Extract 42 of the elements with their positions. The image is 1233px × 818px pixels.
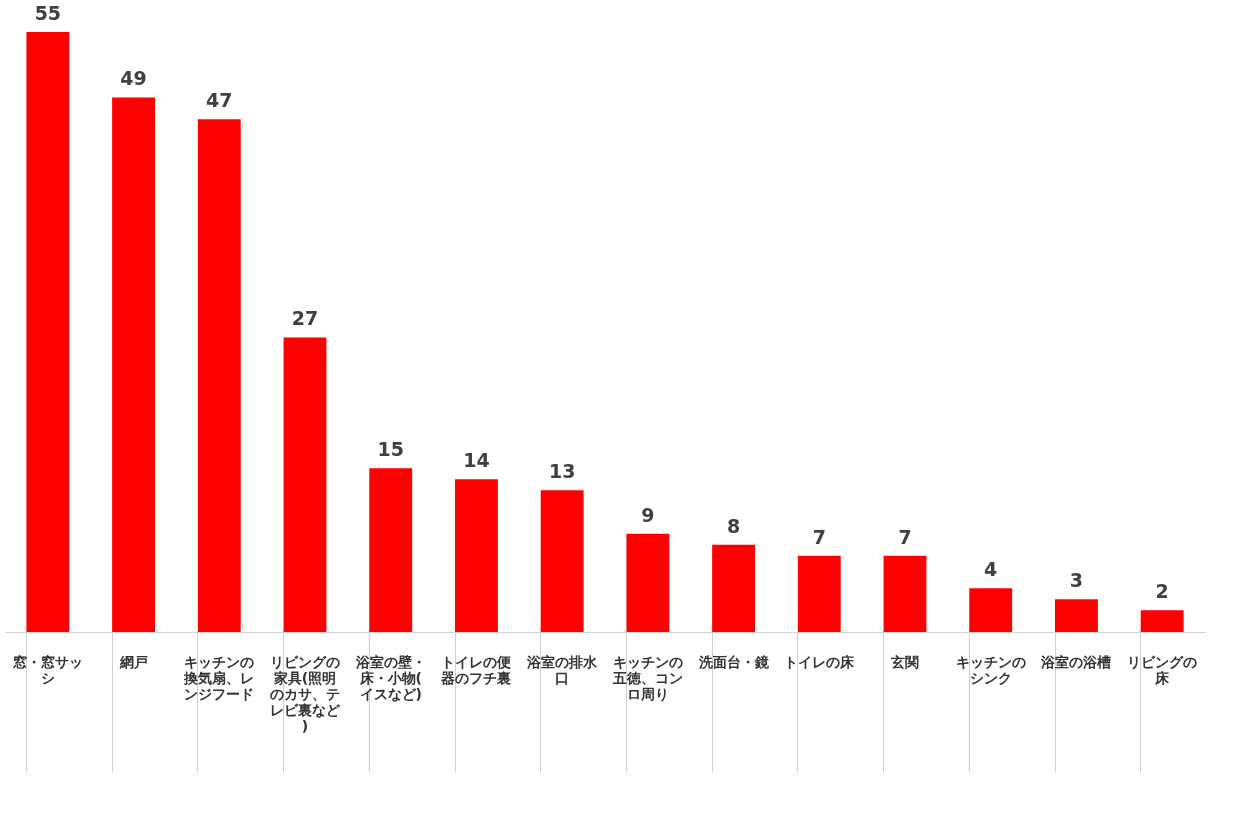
- bar: [455, 479, 498, 632]
- bar: [540, 490, 584, 632]
- data-label: 55: [34, 2, 62, 24]
- x-tick-label: キッチンのシンク: [955, 653, 1026, 686]
- data-label: 13: [548, 460, 576, 483]
- data-label: 27: [291, 307, 319, 330]
- data-label: 2: [1155, 580, 1169, 603]
- bar: [969, 588, 1013, 632]
- bar: [797, 555, 841, 632]
- bar: [626, 533, 670, 632]
- data-label: 14: [463, 449, 490, 472]
- bar: [369, 468, 413, 632]
- x-tick-label: トイレの便器のフチ裏: [441, 653, 512, 686]
- x-tick-label: 網戸: [118, 653, 148, 670]
- x-tick-label: リビングの家具(照明のカサ、テレビ裏など): [270, 653, 341, 734]
- x-tick-label: キッチンの五徳、コンロ周り: [611, 653, 683, 702]
- x-tick-label: 洗面台・鏡: [697, 653, 769, 670]
- x-tick-label: 玄関: [890, 653, 919, 670]
- x-tick-label: トイレの床: [784, 653, 856, 670]
- bar: [197, 119, 241, 632]
- bar: [712, 544, 755, 632]
- data-label: 15: [377, 438, 404, 461]
- data-label: 4: [984, 558, 998, 581]
- data-label: 47: [206, 89, 233, 112]
- bar: [112, 97, 155, 632]
- bar: [883, 555, 927, 632]
- bar: [1055, 599, 1098, 632]
- bar: [26, 32, 70, 632]
- data-label: 8: [726, 514, 741, 537]
- x-tick-label: 浴室の浴槽: [1040, 653, 1112, 670]
- x-tick-label: キッチンの換気扇、レンジフード: [183, 653, 255, 702]
- x-tick-label: 浴室の壁・床・小物(イスなど): [354, 653, 426, 702]
- data-label: 3: [1069, 569, 1084, 592]
- x-tick-label: 窓・窓サッシ: [12, 653, 83, 686]
- data-label: 9: [641, 503, 655, 526]
- x-tick-label: リビングの床: [1127, 653, 1198, 686]
- x-tick-label: 浴室の排水口: [526, 653, 599, 686]
- data-label: 7: [898, 525, 912, 548]
- data-label: 49: [120, 67, 147, 90]
- bar: [1140, 610, 1184, 632]
- bar: [283, 337, 327, 632]
- data-label: 7: [812, 525, 826, 548]
